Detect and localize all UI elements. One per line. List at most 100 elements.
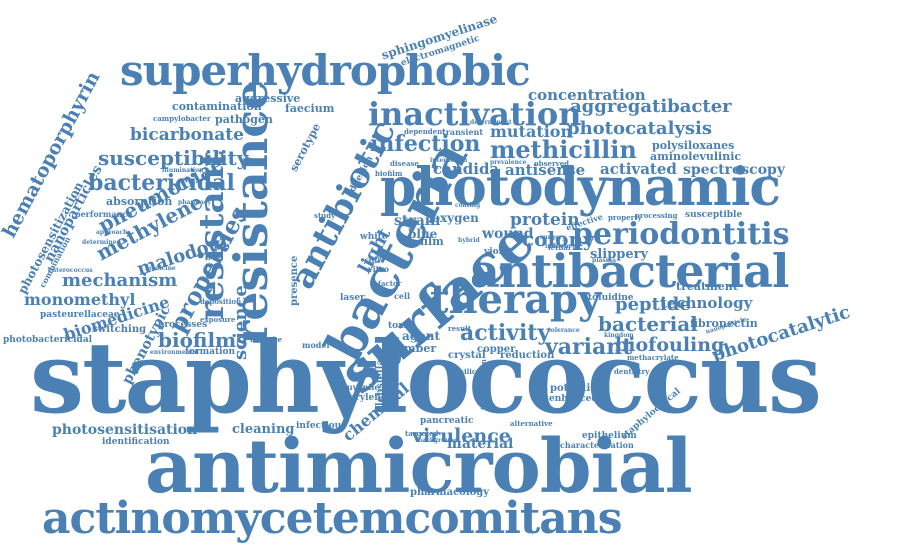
word-photosensitisation: photosensitisation [52,422,198,438]
word-determined: determined [82,239,121,246]
word-property: property [608,213,642,222]
word-technology: technology [660,294,753,312]
word-contamination: contamination [172,100,262,113]
word-aggregatibacter: aggregatibacter [570,96,732,117]
word-photodynamic: photodynamic [380,157,781,218]
word-model: model [302,340,330,350]
word-antisense: antisense [505,161,586,179]
word-parylene: parylene [343,393,387,403]
word-biofouling: biofouling [615,334,725,356]
word-virulence: virulence [412,425,511,447]
word-antimicrobial: antimicrobial [145,424,693,510]
word-superhydrophobic: superhydrophobic [120,46,531,95]
word-susceptibility: susceptibility [98,146,249,170]
word-strain: strain [394,213,441,229]
word-interaction: interaction [430,157,468,164]
word-silicone: silicone [460,367,491,376]
word-cell: cell [394,291,411,301]
word-number: number [388,342,437,355]
word-prevalence: prevalence [490,159,527,166]
word-illumination: illumination [162,167,204,174]
word-toluidine: toluidine [588,293,634,303]
word-exposure: exposure [200,315,236,324]
word-pasteurellaceae: pasteurellaceae [40,310,120,320]
word-absorption: absorption [106,195,173,208]
word-spectroscopy: spectroscopy [683,162,785,178]
word-coating: coating [455,202,481,209]
word-methicillin: methicillin [490,135,637,164]
word-agent: agent [402,329,441,343]
word-biofilm: biofilm [375,169,403,178]
word-infection: infection [370,131,481,157]
word-periodontitis: periodontitis [572,217,790,252]
word-enterococcus: enterococcus [48,267,93,274]
word-serotype: serotype [287,121,324,174]
word-result: result [448,324,472,333]
word-hybrid: hybrid [458,237,480,244]
word-material: material [447,436,514,452]
word-targeted: targeted [405,429,439,438]
word-copper: copper [477,344,516,355]
word-lethal: lethal [548,243,571,252]
word-dependent: dependent [404,127,446,136]
word-wound: wound [482,226,534,242]
word-susceptible: susceptible [685,210,743,220]
word-bacterial: bacterial [598,312,698,336]
word-medicine: medicine [145,265,176,272]
word-violet: violet [484,247,512,257]
word-film: film [420,235,444,248]
word-treatment: treatment [676,280,738,293]
word-toxin: toxin [388,321,414,331]
word-deposition: deposition [200,297,242,306]
word-characterisation: characterisation [560,440,634,450]
word-performance: performance [75,209,133,219]
word-inactivation: inactivation [368,95,582,133]
word-reduction: reduction [500,350,555,361]
word-formation: formation [185,347,236,357]
word-faecium: faecium [285,102,335,115]
word-processing: processing [635,211,678,220]
word-bactericidal: bactericidal [88,170,235,196]
word-peptide: peptide [615,294,691,315]
word-potential: potential [550,383,601,394]
word-photobactericidal: photobactericidal [3,335,93,345]
word-crystal: crystal [448,350,486,361]
word-laser: laser [340,293,365,303]
word-pathogen: pathogen [215,113,273,126]
word-factor: factor [378,279,402,288]
word-candida: candida [433,160,500,178]
word-background: background [418,437,459,444]
word-microbe: microbe [250,335,283,344]
word-concentration: concentration [528,86,646,104]
word-infectious: infectious [296,421,347,431]
word-environmental: environmental [150,349,199,356]
word-variant: variant [545,334,633,360]
word-mutation: mutation [490,122,573,141]
word-oxygen: oxygen [432,211,479,225]
word-white: white [360,232,388,242]
word-study: study [314,211,336,220]
word-presence: presence [289,255,300,306]
word-kingdom: kingdom [604,332,634,339]
word-approach: approach [96,229,128,236]
word-juvenile: juvenile [344,382,380,392]
word-surgery: surgery [540,234,566,241]
word-determinant: determinant [470,119,512,126]
word-plasma: plasma [592,257,616,264]
word-aggressive: aggressive [235,92,301,105]
word-slippery: slippery [590,247,649,262]
word-transient: transient [442,127,484,137]
word-methacrylate: methacrylate [627,353,679,362]
word-processes: processes [158,320,208,330]
word-epithelium: epithelium [582,431,637,441]
word-observed: observed [534,159,570,168]
word-influence: influence [545,243,577,250]
word-disease: disease [390,159,419,168]
word-biofilms: biofilms [158,328,248,352]
word-monomethyl: monomethyl [24,290,136,309]
word-enhanced: enhanced [549,394,598,404]
word-antibacterial: antibacterial [470,244,789,298]
word-tolerance: tolerance [548,327,580,334]
word-actinomycetemcomitans: actinomycetemcomitans [42,493,622,544]
